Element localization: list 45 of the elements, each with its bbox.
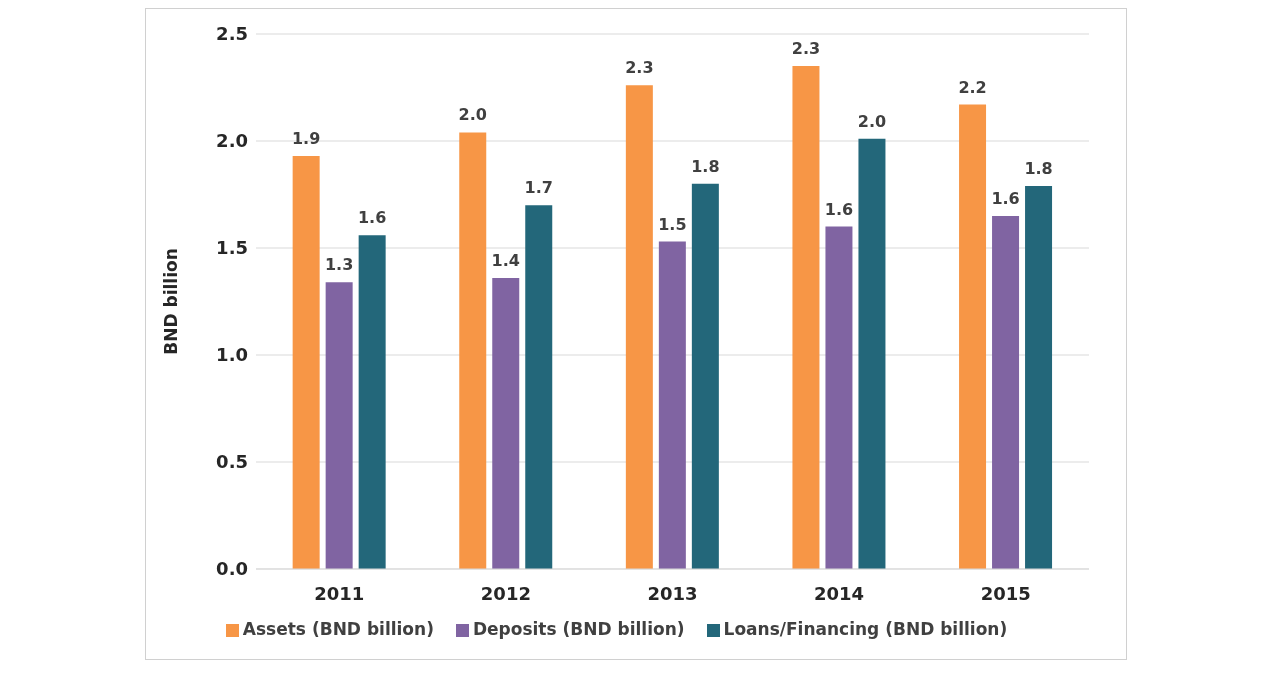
data-label: 1.6 <box>824 199 854 219</box>
y-tick-label: 1.0 <box>216 344 248 366</box>
y-tick-label: 2.5 <box>216 23 248 45</box>
bar <box>325 282 353 569</box>
bar <box>959 104 987 569</box>
bar <box>358 235 386 569</box>
x-tick-label: 2015 <box>980 582 1031 604</box>
data-label: 1.4 <box>491 250 520 270</box>
y-tick-label: 0.5 <box>216 451 248 473</box>
x-tick-label: 2011 <box>314 582 365 604</box>
data-label: 2.2 <box>958 77 987 97</box>
y-tick-label: 2.0 <box>216 130 248 152</box>
data-label: 1.8 <box>691 156 720 176</box>
bar <box>625 85 653 569</box>
x-tick-label: 2014 <box>814 582 865 604</box>
data-label: 1.9 <box>291 128 321 148</box>
y-tick-label: 1.5 <box>216 237 248 259</box>
data-label: 2.0 <box>857 111 887 131</box>
legend-label: Assets (BND billion) <box>242 619 434 639</box>
data-label: 2.3 <box>791 39 821 59</box>
bar <box>825 226 853 569</box>
data-label: 2.0 <box>458 105 487 125</box>
y-tick-label: 0.0 <box>216 558 248 580</box>
bar <box>858 138 886 569</box>
bar <box>292 155 320 569</box>
bar <box>658 241 686 569</box>
data-label: 1.8 <box>1024 158 1053 178</box>
bar <box>792 66 820 569</box>
y-axis-title: BND billion <box>161 248 182 355</box>
bar <box>525 205 553 569</box>
bar <box>992 215 1020 569</box>
bar <box>492 277 520 569</box>
legend-label: Loans/Financing (BND billion) <box>723 619 1008 639</box>
bar <box>459 132 487 569</box>
bar <box>691 183 719 569</box>
data-label: 1.7 <box>524 178 553 198</box>
data-label: 1.5 <box>658 214 687 234</box>
x-tick-label: 2012 <box>480 582 531 604</box>
bar <box>1025 185 1053 569</box>
x-tick-label: 2013 <box>647 582 698 604</box>
data-label: 1.6 <box>991 188 1020 208</box>
data-label: 2.3 <box>625 58 654 78</box>
legend-label: Deposits (BND billion) <box>472 619 685 639</box>
data-label: 1.3 <box>324 255 354 275</box>
data-label: 1.6 <box>357 208 387 228</box>
